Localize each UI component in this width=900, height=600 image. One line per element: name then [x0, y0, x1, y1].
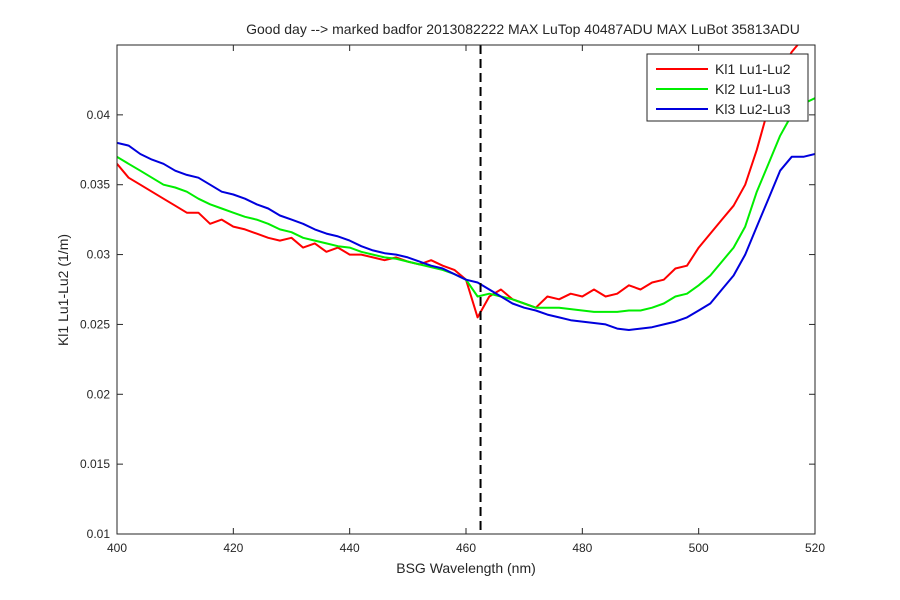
legend: Kl1 Lu1-Lu2 Kl2 Lu1-Lu3 Kl3 Lu2-Lu3 [646, 53, 809, 122]
y-axis-label: Kl1 Lu1-Lu2 (1/m) [55, 234, 71, 346]
x-tick-label: 520 [805, 541, 825, 555]
y-axis: 0.01 0.015 0.02 0.025 0.03 0.035 0.04 [80, 108, 815, 541]
x-tick-label: 460 [456, 541, 476, 555]
y-tick-label: 0.04 [87, 108, 111, 122]
y-tick-label: 0.01 [87, 527, 111, 541]
series-line-3 [117, 141, 815, 331]
x-tick-label: 400 [107, 541, 127, 555]
x-tick-label: 500 [689, 541, 709, 555]
series-layer [117, 45, 815, 331]
x-tick-label: 440 [340, 541, 360, 555]
x-tick-label: 420 [223, 541, 243, 555]
y-tick-label: 0.015 [80, 457, 110, 471]
legend-label-3: Kl3 Lu2-Lu3 [715, 101, 791, 117]
y-tick-label: 0.03 [87, 248, 111, 262]
x-axis-label: BSG Wavelength (nm) [396, 560, 536, 576]
y-tick-label: 0.025 [80, 317, 110, 331]
legend-label-1: Kl1 Lu1-Lu2 [715, 61, 791, 77]
y-tick-label: 0.035 [80, 178, 110, 192]
chart-title: Good day --> marked badfor 2013082222 MA… [246, 21, 800, 37]
x-tick-label: 480 [572, 541, 592, 555]
legend-entries: Kl1 Lu1-Lu2 Kl2 Lu1-Lu3 Kl3 Lu2-Lu3 [656, 61, 791, 117]
legend-label-2: Kl2 Lu1-Lu3 [715, 81, 791, 97]
y-tick-label: 0.02 [87, 387, 111, 401]
plot-area [117, 45, 815, 534]
x-axis: 400 420 440 460 480 500 520 [107, 45, 825, 555]
